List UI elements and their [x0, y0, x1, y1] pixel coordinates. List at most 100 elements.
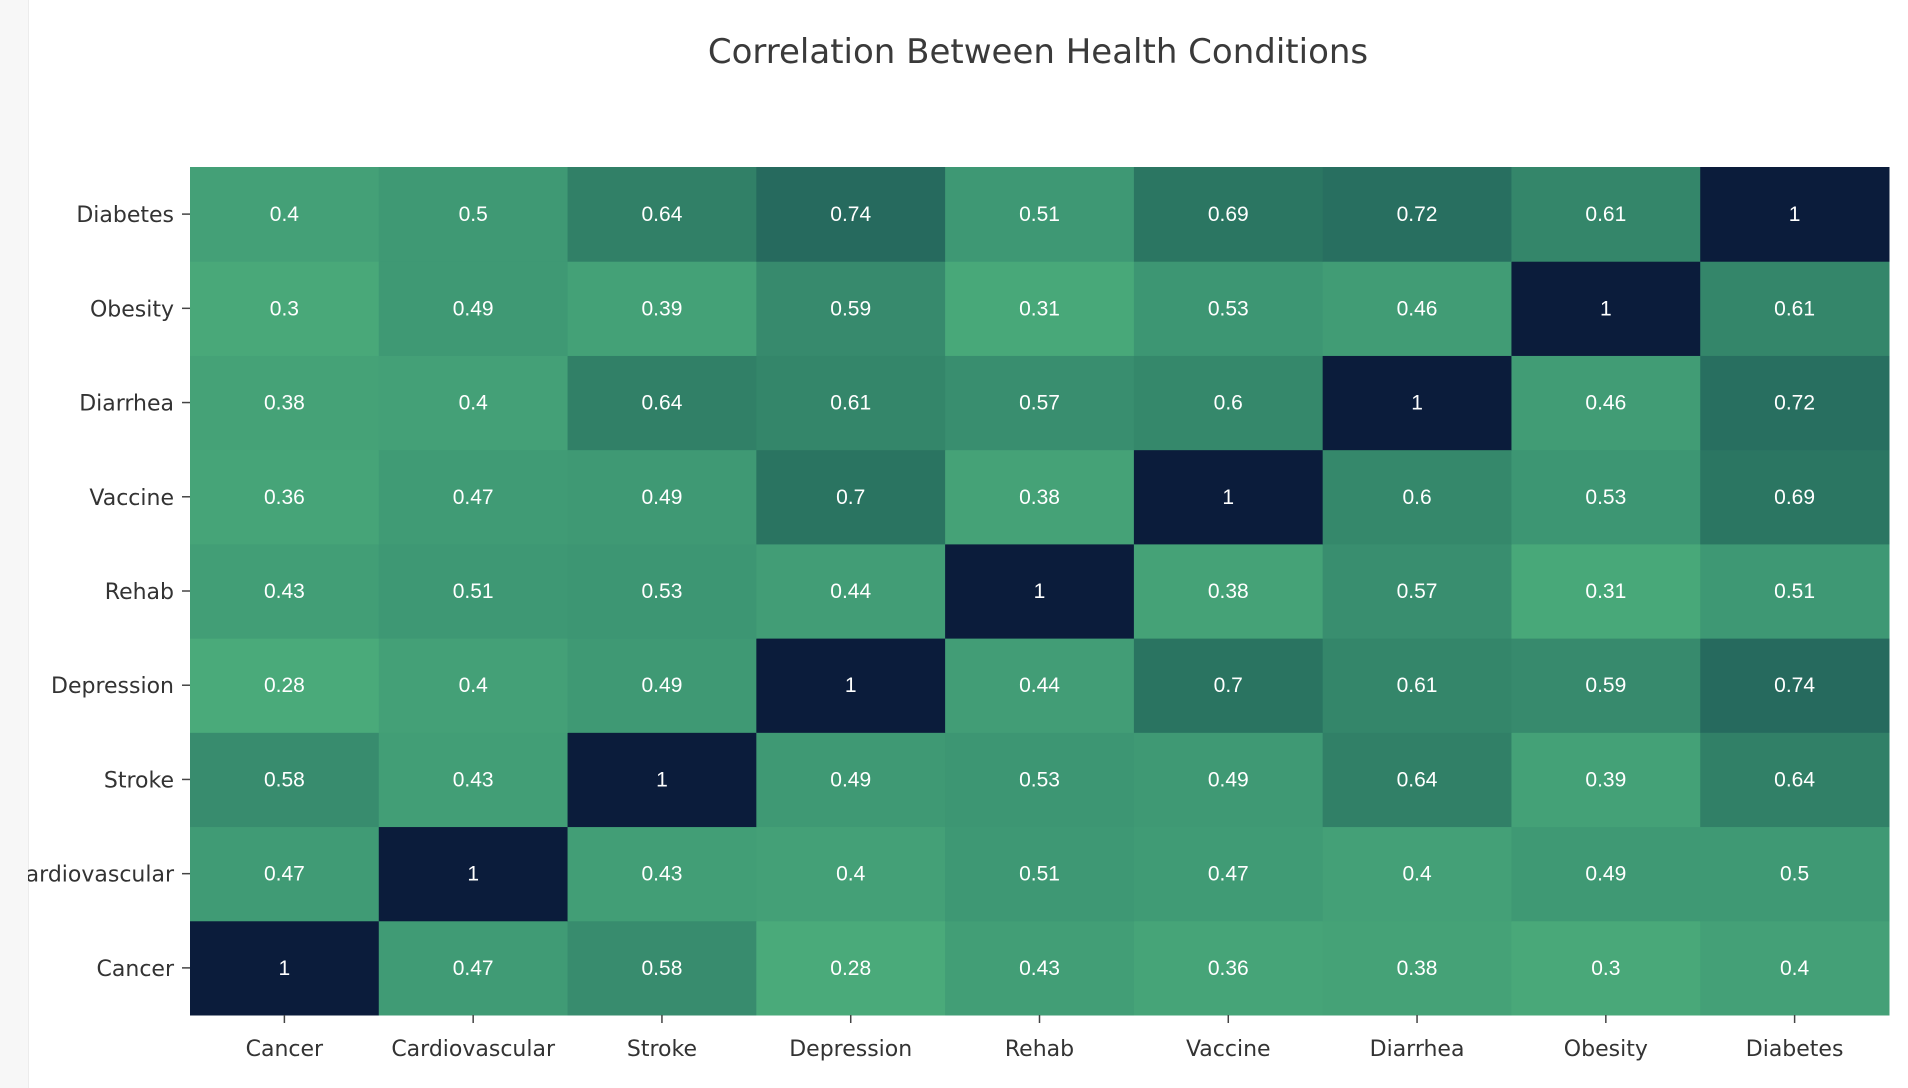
heatmap-cell[interactable] [756, 449, 946, 545]
cell-value-label: 0.4 [1780, 957, 1810, 980]
cell-value-label: 0.3 [1591, 957, 1620, 980]
heatmap-cell[interactable] [190, 167, 380, 262]
heatmap-cell[interactable] [1700, 826, 1890, 922]
heatmap-cell[interactable] [945, 638, 1135, 733]
cell-value-label: 0.31 [1585, 580, 1626, 603]
heatmap-cell[interactable] [1322, 826, 1512, 922]
heatmap-cell[interactable] [1133, 543, 1324, 639]
x-tick-label: Cancer [246, 1037, 324, 1062]
heatmap-cell[interactable] [1322, 543, 1512, 639]
heatmap-cell[interactable] [1700, 638, 1890, 733]
heatmap-cell[interactable] [1700, 543, 1890, 639]
heatmap-cell[interactable] [756, 638, 946, 733]
cell-value-label: 0.49 [1585, 863, 1626, 886]
heatmap-cell[interactable] [945, 826, 1135, 922]
heatmap-cell[interactable] [190, 638, 380, 733]
heatmap-cell[interactable] [378, 920, 569, 1016]
heatmap-cell[interactable] [567, 449, 757, 545]
cell-value-label: 0.36 [264, 486, 305, 509]
heatmap-cell[interactable] [567, 261, 757, 356]
cell-value-label: 0.61 [1774, 297, 1815, 320]
heatmap-cell[interactable] [1133, 355, 1324, 451]
heatmap-cell[interactable] [756, 920, 946, 1016]
heatmap-cell[interactable] [945, 543, 1135, 639]
heatmap-cell[interactable] [756, 261, 946, 356]
heatmap-cell[interactable] [190, 449, 380, 545]
heatmap-cell[interactable] [190, 920, 380, 1016]
cell-value-label: 0.36 [1208, 957, 1249, 980]
heatmap-cell[interactable] [1133, 826, 1324, 922]
heatmap-cell[interactable] [567, 920, 757, 1016]
y-tick-label: Obesity [90, 297, 174, 322]
heatmap-cell[interactable] [567, 732, 757, 828]
heatmap-cell[interactable] [945, 167, 1135, 262]
heatmap-cell[interactable] [945, 355, 1135, 451]
heatmap-cell[interactable] [190, 826, 380, 922]
heatmap-cell[interactable] [378, 261, 569, 356]
heatmap-cell[interactable] [378, 826, 569, 922]
cell-value-label: 0.4 [459, 674, 489, 697]
cell-value-label: 0.64 [1774, 768, 1815, 791]
heatmap-cell[interactable] [1133, 449, 1324, 545]
heatmap-cell[interactable] [756, 355, 946, 451]
heatmap-cell[interactable] [1511, 449, 1701, 545]
cell-value-label: 0.5 [459, 203, 488, 226]
heatmap-cell[interactable] [1511, 261, 1701, 356]
heatmap-cell[interactable] [1322, 920, 1512, 1016]
cell-value-label: 1 [1600, 297, 1612, 320]
heatmap-cell[interactable] [1133, 261, 1324, 356]
heatmap-cell[interactable] [1700, 355, 1890, 451]
heatmap-cell[interactable] [1133, 920, 1324, 1016]
heatmap-cell[interactable] [1322, 167, 1512, 262]
heatmap-cell[interactable] [1700, 261, 1890, 356]
heatmap-cell[interactable] [1133, 638, 1324, 733]
heatmap-cell[interactable] [567, 826, 757, 922]
heatmap-cell[interactable] [1511, 543, 1701, 639]
heatmap-cell[interactable] [378, 543, 569, 639]
cell-value-label: 0.5 [1780, 863, 1809, 886]
cell-value-label: 0.4 [270, 203, 300, 226]
heatmap-cell[interactable] [378, 638, 569, 733]
y-tick-label: Vaccine [89, 486, 174, 511]
heatmap-cell[interactable] [756, 543, 946, 639]
heatmap-cell[interactable] [1511, 732, 1701, 828]
heatmap-cell[interactable] [1700, 732, 1890, 828]
heatmap-cell[interactable] [190, 543, 380, 639]
heatmap-cell[interactable] [1511, 167, 1701, 262]
heatmap-cell[interactable] [1511, 638, 1701, 733]
heatmap-cell[interactable] [378, 167, 569, 262]
heatmap-cell[interactable] [1700, 920, 1890, 1016]
heatmap-cell[interactable] [1700, 167, 1890, 262]
heatmap-cell[interactable] [567, 543, 757, 639]
heatmap-cell[interactable] [945, 449, 1135, 545]
heatmap-cell[interactable] [756, 732, 946, 828]
heatmap-cell[interactable] [756, 826, 946, 922]
heatmap-cell[interactable] [1700, 449, 1890, 545]
heatmap-cell[interactable] [1322, 355, 1512, 451]
heatmap-cell[interactable] [567, 638, 757, 733]
heatmap-cell[interactable] [1511, 826, 1701, 922]
cell-value-label: 0.43 [1019, 957, 1060, 980]
heatmap-cell[interactable] [1322, 261, 1512, 356]
heatmap-cell[interactable] [190, 261, 380, 356]
heatmap-cell[interactable] [1322, 732, 1512, 828]
heatmap-cell[interactable] [1133, 167, 1324, 262]
heatmap-cell[interactable] [945, 261, 1135, 356]
heatmap-cell[interactable] [1133, 732, 1324, 828]
heatmap-cell[interactable] [567, 167, 757, 262]
heatmap-cell[interactable] [1511, 920, 1701, 1016]
cell-value-label: 0.38 [1019, 486, 1060, 509]
heatmap-cell[interactable] [945, 920, 1135, 1016]
heatmap-cell[interactable] [1322, 449, 1512, 545]
heatmap-cell[interactable] [378, 355, 569, 451]
heatmap-cell[interactable] [756, 167, 946, 262]
cell-value-label: 0.64 [1397, 768, 1438, 791]
heatmap-cell[interactable] [378, 449, 569, 545]
heatmap-cell[interactable] [1322, 638, 1512, 733]
heatmap-cell[interactable] [945, 732, 1135, 828]
heatmap-cell[interactable] [567, 355, 757, 451]
heatmap-cell[interactable] [1511, 355, 1701, 451]
heatmap-cell[interactable] [190, 355, 380, 451]
heatmap-cell[interactable] [378, 732, 569, 828]
heatmap-cell[interactable] [190, 732, 380, 828]
